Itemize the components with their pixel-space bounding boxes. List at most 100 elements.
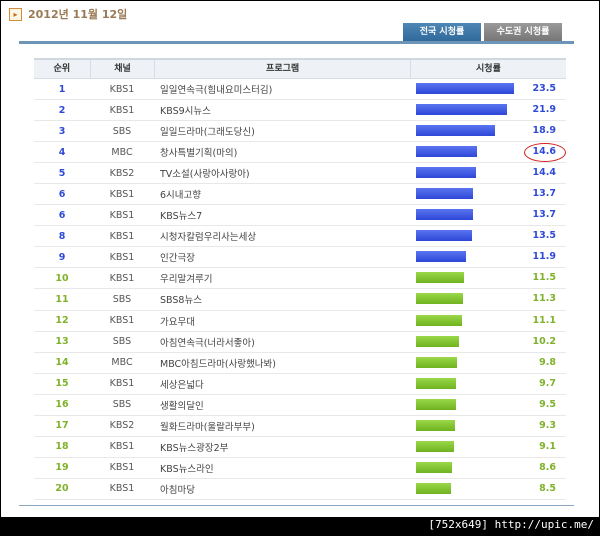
ratings-table: 순위 채널 프로그램 시청률 1 KBS1 일일연속극(힘내요미스터김) 23.5 2 K… — [34, 58, 566, 500]
program-cell[interactable]: 세상은넓다 — [160, 379, 204, 391]
rating-value: 11.9 — [532, 251, 556, 263]
table-row[interactable]: 10 KBS1 우리말겨루기 11.5 — [34, 268, 566, 290]
rank-cell: 8 — [58, 230, 66, 242]
rating-bar — [416, 398, 456, 410]
rating-cell: 9.5 — [410, 395, 566, 415]
channel-cell: KBS1 — [109, 378, 135, 390]
rank-cell: 5 — [58, 167, 66, 179]
table-header: 순위 채널 프로그램 시청률 — [34, 60, 566, 79]
table-body: 1 KBS1 일일연속극(힘내요미스터김) 23.5 2 KBS1 KBS9시뉴스 21.9 3… — [34, 79, 566, 500]
rating-bar — [416, 188, 473, 200]
program-cell[interactable]: 창사특별기획(마의) — [160, 148, 238, 160]
program-cell[interactable]: 아침연속극(너라서좋아) — [160, 337, 255, 349]
header-rank: 순위 — [34, 60, 91, 78]
table-row[interactable]: 12 KBS1 가요무대 11.1 — [34, 311, 566, 332]
channel-cell: KBS1 — [109, 462, 135, 474]
rating-value: 11.1 — [532, 314, 556, 326]
channel-cell: SBS — [112, 336, 132, 348]
table-row[interactable]: 11 SBS SBS8뉴스 11.3 — [34, 289, 566, 311]
rating-value: 8.5 — [539, 482, 556, 494]
channel-cell: KBS1 — [109, 83, 135, 95]
program-cell[interactable]: 가요무대 — [160, 316, 195, 328]
rank-cell: 15 — [55, 378, 69, 390]
table-row[interactable]: 1 KBS1 일일연속극(힘내요미스터김) 23.5 — [34, 79, 566, 101]
table-row[interactable]: 20 KBS1 아침마당 8.5 — [34, 479, 566, 500]
rating-cell: 23.5 — [410, 79, 566, 99]
table-row[interactable]: 18 KBS1 KBS뉴스광장2부 9.1 — [34, 437, 566, 458]
rating-bar — [416, 230, 472, 242]
table-row[interactable]: 14 MBC MBC아침드라마(사랑했나봐) 9.8 — [34, 353, 566, 374]
program-cell[interactable]: 인간극장 — [160, 253, 195, 265]
program-cell[interactable]: KBS뉴스7 — [160, 211, 203, 223]
rating-cell: 8.5 — [410, 479, 566, 499]
rating-bar — [416, 251, 466, 263]
rating-bar — [416, 272, 464, 284]
channel-cell: KBS1 — [109, 230, 135, 242]
rank-cell: 11 — [55, 293, 69, 305]
program-cell[interactable]: 생활의달인 — [160, 400, 204, 412]
channel-cell: KBS2 — [109, 167, 135, 179]
table-row[interactable]: 19 KBS1 KBS뉴스라인 8.6 — [34, 458, 566, 479]
rank-cell: 16 — [55, 399, 69, 411]
channel-cell: KBS1 — [109, 188, 135, 200]
rank-cell: 13 — [55, 336, 69, 348]
table-row[interactable]: 3 SBS 일일드라마(그래도당신) 18.9 — [34, 121, 566, 143]
table-row[interactable]: 8 KBS1 시청자칼럼우리사는세상 13.5 — [34, 226, 566, 248]
table-row[interactable]: 17 KBS2 월화드라마(울랄라부부) 9.3 — [34, 416, 566, 437]
rating-value: 9.8 — [539, 356, 556, 368]
table-row[interactable]: 4 MBC 창사특별기획(마의) 14.6 — [34, 142, 566, 164]
rating-cell: 10.2 — [410, 332, 566, 352]
program-cell[interactable]: 일일연속극(힘내요미스터김) — [160, 85, 273, 97]
rating-bar — [416, 377, 456, 389]
program-cell[interactable]: 우리말겨루기 — [160, 274, 213, 286]
channel-cell: KBS1 — [109, 315, 135, 327]
rank-cell: 19 — [55, 462, 69, 474]
rank-cell: 9 — [58, 251, 66, 263]
rating-cell: 11.3 — [410, 289, 566, 309]
rank-cell: 20 — [55, 483, 69, 495]
rating-value: 14.4 — [532, 167, 556, 179]
rating-bar — [416, 104, 507, 116]
table-row[interactable]: 13 SBS 아침연속극(너라서좋아) 10.2 — [34, 332, 566, 353]
rating-cell: 13.5 — [410, 226, 566, 246]
program-cell[interactable]: MBC아침드라마(사랑했나봐) — [160, 358, 276, 370]
program-cell[interactable]: KBS뉴스광장2부 — [160, 442, 229, 454]
arrow-icon[interactable]: ▸ — [9, 7, 22, 21]
program-cell[interactable]: KBS뉴스라인 — [160, 463, 214, 475]
table-row[interactable]: 2 KBS1 KBS9시뉴스 21.9 — [34, 100, 566, 122]
table-row[interactable]: 5 KBS2 TV소설(사랑아사랑아) 14.4 — [34, 163, 566, 185]
date-label: 2012년 11월 12일 — [28, 8, 128, 21]
program-cell[interactable]: 월화드라마(울랄라부부) — [160, 421, 255, 433]
rating-cell: 21.9 — [410, 100, 566, 120]
rank-cell: 17 — [55, 420, 69, 432]
rating-cell: 9.8 — [410, 353, 566, 373]
table-row[interactable]: 9 KBS1 인간극장 11.9 — [34, 247, 566, 269]
table-row[interactable]: 6 KBS1 KBS뉴스7 13.7 — [34, 205, 566, 227]
rating-cell: 8.6 — [410, 458, 566, 478]
program-cell[interactable]: 아침마당 — [160, 484, 195, 496]
table-row[interactable]: 6 KBS1 6시내고향 13.7 — [34, 184, 566, 206]
rating-value: 10.2 — [532, 335, 556, 347]
table-row[interactable]: 15 KBS1 세상은넓다 9.7 — [34, 374, 566, 395]
rating-value: 9.5 — [539, 398, 556, 410]
rating-value: 21.9 — [532, 104, 556, 116]
rating-bar — [416, 335, 459, 347]
tab-capital[interactable]: 수도권 시청률 — [484, 23, 562, 41]
rating-value: 13.5 — [532, 230, 556, 242]
rating-value: 23.5 — [532, 83, 556, 94]
highlight-circle — [524, 143, 566, 163]
program-cell[interactable]: 6시내고향 — [160, 190, 202, 202]
rating-bar — [416, 167, 476, 179]
program-cell[interactable]: 시청자칼럼우리사는세상 — [160, 232, 257, 244]
rating-value: 13.7 — [532, 188, 556, 200]
rating-bar — [416, 461, 452, 473]
program-cell[interactable]: KBS9시뉴스 — [160, 106, 211, 118]
channel-cell: KBS1 — [109, 272, 135, 284]
program-cell[interactable]: SBS8뉴스 — [160, 295, 202, 307]
program-cell[interactable]: TV소설(사랑아사랑아) — [160, 169, 250, 181]
tab-national[interactable]: 전국 시청률 — [403, 23, 481, 41]
rating-cell: 11.5 — [410, 268, 566, 288]
program-cell[interactable]: 일일드라마(그래도당신) — [160, 127, 255, 139]
table-row[interactable]: 16 SBS 생활의달인 9.5 — [34, 395, 566, 416]
footer-text: [752x649] http://upic.me/ — [428, 518, 594, 531]
